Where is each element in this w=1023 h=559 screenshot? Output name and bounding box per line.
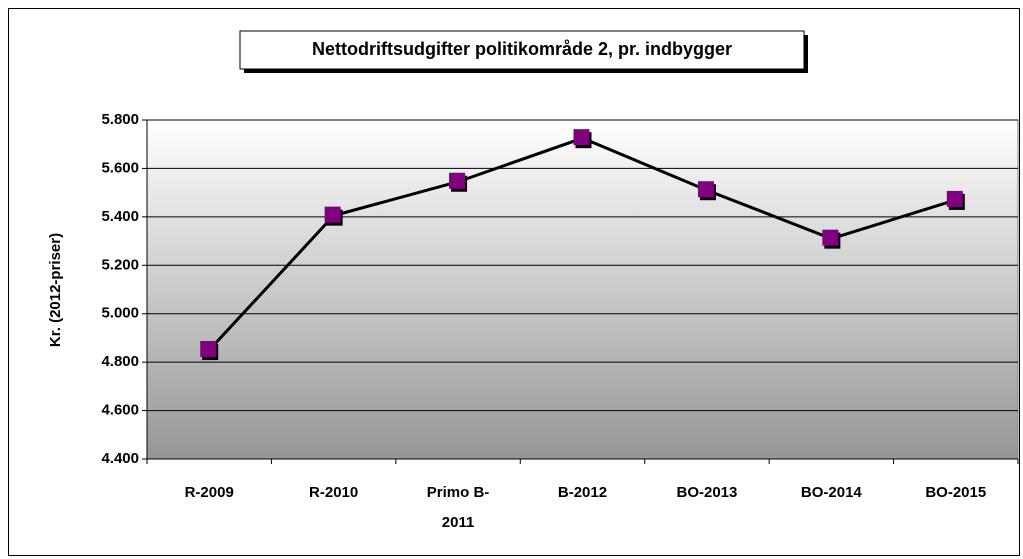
y-tick-label: 5.800: [101, 111, 139, 128]
y-tick-label: 4.600: [101, 402, 139, 419]
y-tick-label: 5.400: [101, 208, 139, 225]
marker: [324, 206, 341, 223]
x-tick-label: R-2009: [184, 484, 234, 501]
marker: [697, 181, 714, 198]
marker: [449, 172, 466, 189]
y-tick-label: 4.400: [101, 450, 139, 467]
x-tick-label: B-2012: [557, 484, 608, 501]
x-tick-label: BO-2014: [800, 484, 862, 501]
title-box: [239, 30, 805, 70]
y-tick-label: 5.000: [101, 305, 139, 322]
plot-area: [146, 119, 1019, 460]
x-tick-label: BO-2013: [676, 484, 738, 501]
y-tick-label: 5.600: [101, 159, 139, 176]
x-tick-label: R-2010: [309, 484, 359, 501]
marker: [946, 190, 963, 207]
y-tick-label: 5.200: [101, 256, 139, 273]
marker: [573, 129, 590, 146]
y-axis-label: Kr. (2012-priser): [47, 233, 64, 347]
marker: [822, 229, 839, 246]
y-tick-label: 4.800: [101, 353, 139, 370]
x-tick-label: Primo B-2011: [426, 484, 490, 531]
x-tick-label: BO-2015: [925, 484, 987, 501]
chart-title: Nettodriftsudgifter politikområde 2, pr.…: [312, 39, 732, 59]
marker: [200, 341, 217, 358]
